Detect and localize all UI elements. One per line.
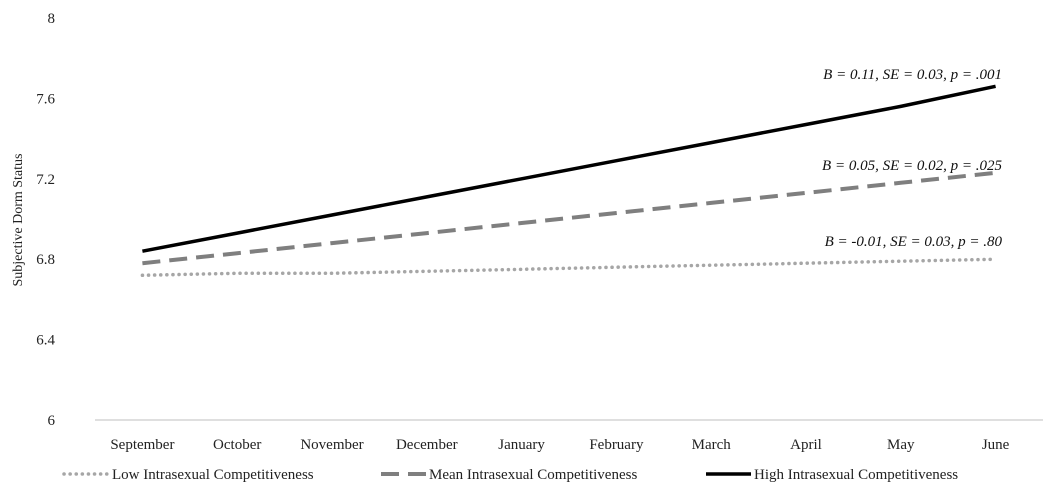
annotation-solid: B = 0.11, SE = 0.03, p = .001 xyxy=(823,67,1002,83)
y-tick-label: 8 xyxy=(48,11,56,27)
y-tick-label: 7.2 xyxy=(36,172,55,188)
x-tick-label: December xyxy=(396,437,458,453)
y-axis-title: Subjective Dorm Status xyxy=(11,154,26,287)
x-tick-label: January xyxy=(498,437,545,453)
x-tick-label: November xyxy=(300,437,363,453)
x-tick-label: April xyxy=(790,437,822,453)
legend-label: Low Intrasexual Competitiveness xyxy=(112,467,314,483)
x-tick-label: March xyxy=(692,437,732,453)
series-line-dotted xyxy=(140,257,998,278)
x-tick-label: September xyxy=(110,437,174,453)
x-tick-label: October xyxy=(213,437,261,453)
legend-label: High Intrasexual Competitiveness xyxy=(754,467,958,483)
y-tick-label: 6 xyxy=(48,413,56,429)
y-tick-label: 7.6 xyxy=(36,91,55,107)
annotation-dashed: B = 0.05, SE = 0.02, p = .025 xyxy=(822,158,1002,174)
x-tick-label: June xyxy=(982,437,1010,453)
annotation-dotted: B = -0.01, SE = 0.03, p = .80 xyxy=(825,234,1003,250)
y-tick-label: 6.8 xyxy=(36,252,55,268)
x-tick-label: May xyxy=(887,437,915,453)
x-tick-label: February xyxy=(589,437,644,453)
y-tick-label: 6.4 xyxy=(36,333,55,349)
legend-label: Mean Intrasexual Competitiveness xyxy=(429,467,637,483)
series-line-solid xyxy=(142,84,996,253)
series-line-dashed xyxy=(142,170,996,266)
